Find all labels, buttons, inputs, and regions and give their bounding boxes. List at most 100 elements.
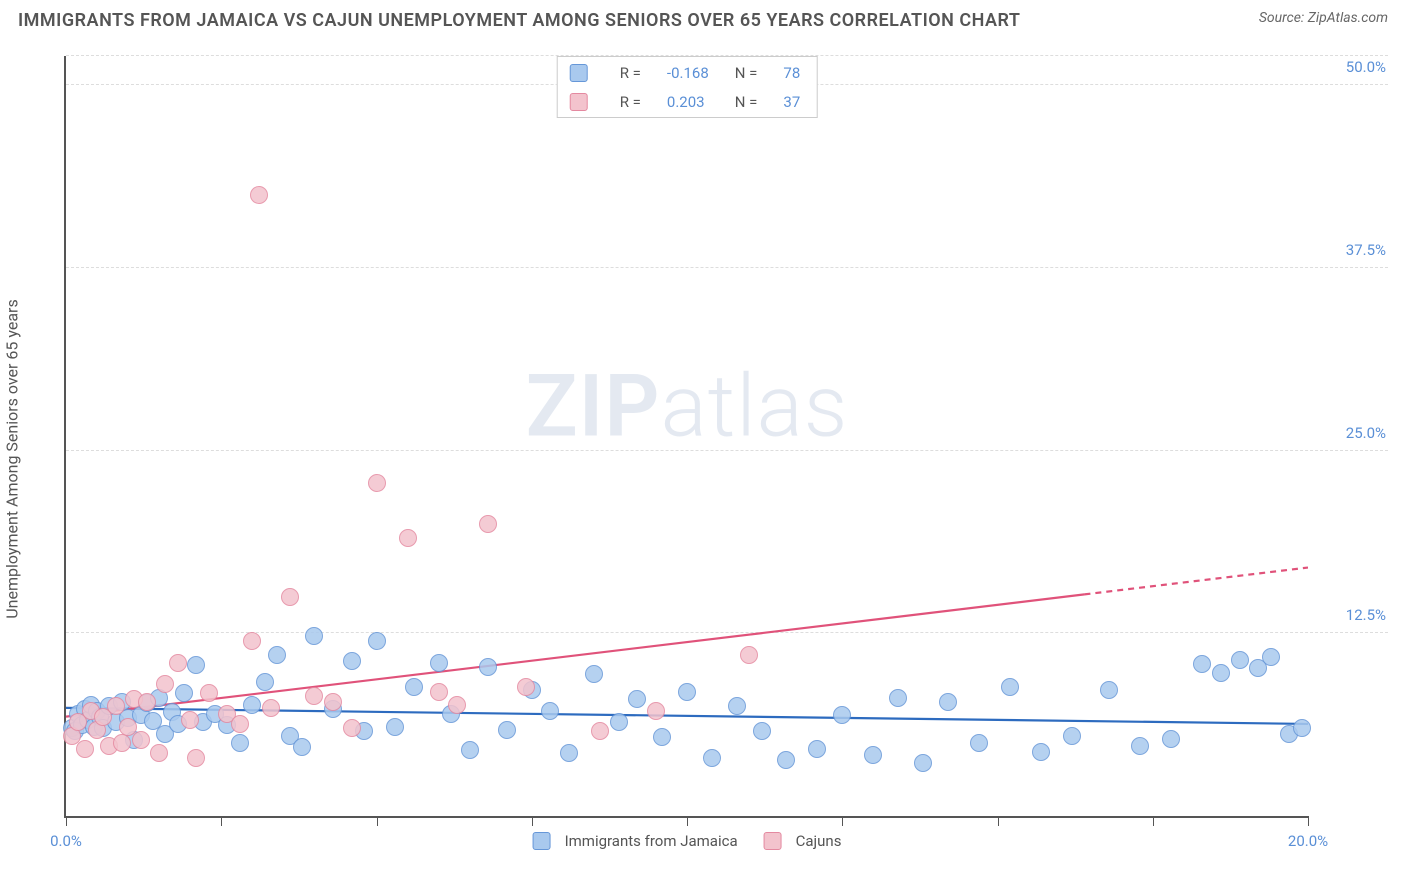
data-point-cajuns	[647, 702, 665, 720]
correlation-legend: R =-0.168N =78R =0.203N =37	[557, 56, 818, 118]
data-point-jamaica	[1131, 737, 1149, 755]
data-point-jamaica	[479, 658, 497, 676]
data-point-jamaica	[305, 627, 323, 645]
data-point-cajuns	[107, 697, 125, 715]
data-point-jamaica	[678, 683, 696, 701]
x-tick	[221, 816, 222, 826]
data-point-cajuns	[200, 684, 218, 702]
plot-area: ZIPatlas R =-0.168N =78R =0.203N =37 Imm…	[64, 56, 1308, 818]
data-point-jamaica	[970, 734, 988, 752]
data-point-jamaica	[268, 646, 286, 664]
data-point-jamaica	[808, 740, 826, 758]
r-label: R =	[610, 88, 655, 115]
data-point-jamaica	[610, 713, 628, 731]
data-point-jamaica	[1001, 678, 1019, 696]
data-point-cajuns	[262, 699, 280, 717]
data-point-cajuns	[324, 693, 342, 711]
data-point-jamaica	[243, 696, 261, 714]
x-tick	[998, 816, 999, 826]
x-tick	[842, 816, 843, 826]
data-point-jamaica	[628, 690, 646, 708]
data-point-jamaica	[585, 665, 603, 683]
data-point-jamaica	[653, 728, 671, 746]
legend-swatch	[570, 64, 588, 82]
data-point-jamaica	[1262, 648, 1280, 666]
legend-row-cajuns: R =0.203N =37	[560, 88, 815, 115]
r-label: R =	[610, 59, 655, 86]
data-point-jamaica	[753, 722, 771, 740]
legend-swatch	[570, 93, 588, 111]
data-point-jamaica	[1193, 655, 1211, 673]
x-tick	[377, 816, 378, 826]
r-value: -0.168	[657, 59, 723, 86]
data-point-jamaica	[293, 738, 311, 756]
y-tick-label: 37.5%	[1316, 241, 1386, 259]
data-point-cajuns	[243, 632, 261, 650]
data-point-cajuns	[448, 696, 466, 714]
chart-title: IMMIGRANTS FROM JAMAICA VS CAJUN UNEMPLO…	[18, 10, 1020, 31]
legend-item-jamaica: Immigrants from Jamaica	[533, 832, 738, 850]
x-tick	[1308, 816, 1309, 826]
data-point-cajuns	[399, 529, 417, 547]
data-point-jamaica	[1293, 719, 1311, 737]
y-tick-label: 12.5%	[1316, 606, 1386, 624]
data-point-jamaica	[231, 734, 249, 752]
data-point-jamaica	[343, 652, 361, 670]
data-point-jamaica	[1063, 727, 1081, 745]
data-point-cajuns	[169, 654, 187, 672]
x-tick	[687, 816, 688, 826]
grid-line	[66, 450, 1388, 451]
data-point-cajuns	[430, 683, 448, 701]
y-tick-label: 25.0%	[1316, 424, 1386, 442]
data-point-jamaica	[864, 746, 882, 764]
data-point-jamaica	[1212, 664, 1230, 682]
legend-label: Immigrants from Jamaica	[565, 832, 738, 850]
data-point-jamaica	[405, 678, 423, 696]
series-legend: Immigrants from Jamaica Cajuns	[533, 832, 842, 850]
data-point-cajuns	[591, 722, 609, 740]
n-value: 78	[773, 59, 814, 86]
data-point-cajuns	[132, 731, 150, 749]
x-tick	[66, 816, 67, 826]
data-point-jamaica	[187, 656, 205, 674]
data-point-jamaica	[1100, 681, 1118, 699]
legend-row-jamaica: R =-0.168N =78	[560, 59, 815, 86]
data-point-jamaica	[1162, 730, 1180, 748]
data-point-jamaica	[256, 673, 274, 691]
data-point-cajuns	[76, 740, 94, 758]
data-point-jamaica	[914, 754, 932, 772]
legend-label: Cajuns	[796, 832, 842, 850]
data-point-cajuns	[517, 678, 535, 696]
data-point-jamaica	[939, 693, 957, 711]
data-point-jamaica	[728, 697, 746, 715]
n-value: 37	[773, 88, 814, 115]
x-tick	[1153, 816, 1154, 826]
data-point-cajuns	[181, 711, 199, 729]
n-label: N =	[725, 88, 772, 115]
data-point-cajuns	[305, 687, 323, 705]
data-point-jamaica	[386, 718, 404, 736]
data-point-jamaica	[368, 632, 386, 650]
data-point-jamaica	[777, 751, 795, 769]
legend-item-cajuns: Cajuns	[764, 832, 842, 850]
data-point-cajuns	[368, 474, 386, 492]
r-value: 0.203	[657, 88, 723, 115]
data-point-cajuns	[281, 588, 299, 606]
source-attribution: Source: ZipAtlas.com	[1259, 10, 1388, 26]
n-label: N =	[725, 59, 772, 86]
x-tick-label: 0.0%	[50, 832, 82, 850]
data-point-cajuns	[479, 515, 497, 533]
data-point-cajuns	[343, 719, 361, 737]
chart-header: IMMIGRANTS FROM JAMAICA VS CAJUN UNEMPLO…	[0, 0, 1406, 37]
grid-line	[66, 632, 1388, 633]
x-tick	[532, 816, 533, 826]
data-point-jamaica	[1231, 651, 1249, 669]
data-point-jamaica	[175, 684, 193, 702]
y-tick-label: 50.0%	[1316, 58, 1386, 76]
data-point-jamaica	[541, 702, 559, 720]
data-point-cajuns	[250, 186, 268, 204]
chart-container: Unemployment Among Seniors over 65 years…	[18, 44, 1388, 874]
data-point-jamaica	[498, 721, 516, 739]
grid-line	[66, 267, 1388, 268]
y-axis-label: Unemployment Among Seniors over 65 years	[3, 299, 22, 618]
